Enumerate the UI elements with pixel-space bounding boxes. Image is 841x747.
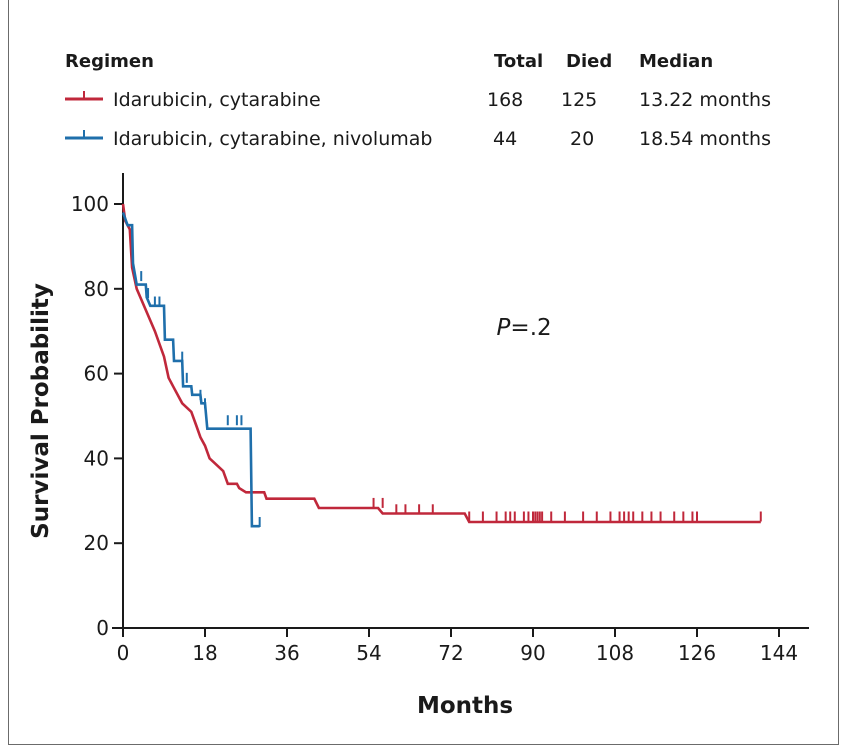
- x-axis-title: Months: [417, 693, 513, 719]
- x-tick-label: 144: [760, 641, 798, 665]
- x-tick-label: 36: [274, 641, 299, 665]
- y-tick-label: 100: [71, 192, 109, 216]
- legend-entry-series-2: Idarubicin, cytarabine, nivolumab 44 20 …: [65, 128, 771, 150]
- y-tick-label: 20: [84, 531, 109, 555]
- x-tick-label: 108: [596, 641, 634, 665]
- y-tick-label: 40: [84, 446, 109, 470]
- legend-entry-series-1: Idarubicin, cytarabine 168 125 13.22 mon…: [65, 89, 771, 111]
- legend-total-series-1: 168: [487, 89, 523, 111]
- x-tick-label: 126: [678, 641, 716, 665]
- p-value-number: =.2: [510, 315, 551, 341]
- x-tick-label: 54: [356, 641, 381, 665]
- legend-label-series-2: Idarubicin, cytarabine, nivolumab: [113, 128, 432, 150]
- legend-header-died: Died: [566, 51, 612, 72]
- y-ticks: 0 20 40 60 80 100: [71, 192, 123, 640]
- series-line-2: [121, 212, 260, 528]
- kaplan-meier-chart: Regimen Total Died Median Idarubicin, cy…: [28, 51, 809, 719]
- y-axis-title: Survival Probability: [28, 283, 54, 539]
- legend-median-series-1: 13.22 months: [639, 89, 771, 111]
- series-1: [121, 203, 762, 524]
- legend-header-regimen: Regimen: [65, 51, 154, 72]
- axes: 0 18 36 54 72 90 108 126 144 0 20 40 60 80 100 Months…: [28, 173, 809, 719]
- legend-header-median: Median: [639, 51, 713, 72]
- legend-total-series-2: 44: [493, 128, 517, 150]
- x-tick-label: 72: [438, 641, 463, 665]
- legend-label-series-1: Idarubicin, cytarabine: [113, 89, 321, 111]
- x-tick-label: 0: [117, 641, 130, 665]
- figure-frame: Regimen Total Died Median Idarubicin, cy…: [8, 0, 839, 745]
- legend: Regimen Total Died Median Idarubicin, cy…: [65, 51, 771, 150]
- legend-died-series-1: 125: [561, 89, 597, 111]
- legend-header-total: Total: [494, 51, 543, 72]
- p-value-annotation: P=.2: [497, 315, 552, 341]
- legend-died-series-2: 20: [570, 128, 594, 150]
- x-ticks: 0 18 36 54 72 90 108 126 144: [117, 628, 798, 665]
- p-value-label: P: [497, 315, 511, 341]
- y-tick-label: 60: [84, 362, 109, 386]
- y-tick-label: 80: [84, 277, 109, 301]
- series-line-1: [121, 203, 761, 524]
- plot-area: [121, 203, 762, 528]
- x-tick-label: 18: [192, 641, 217, 665]
- x-tick-label: 90: [520, 641, 545, 665]
- y-tick-label: 0: [96, 616, 109, 640]
- legend-median-series-2: 18.54 months: [639, 128, 771, 150]
- series-2: [121, 212, 261, 528]
